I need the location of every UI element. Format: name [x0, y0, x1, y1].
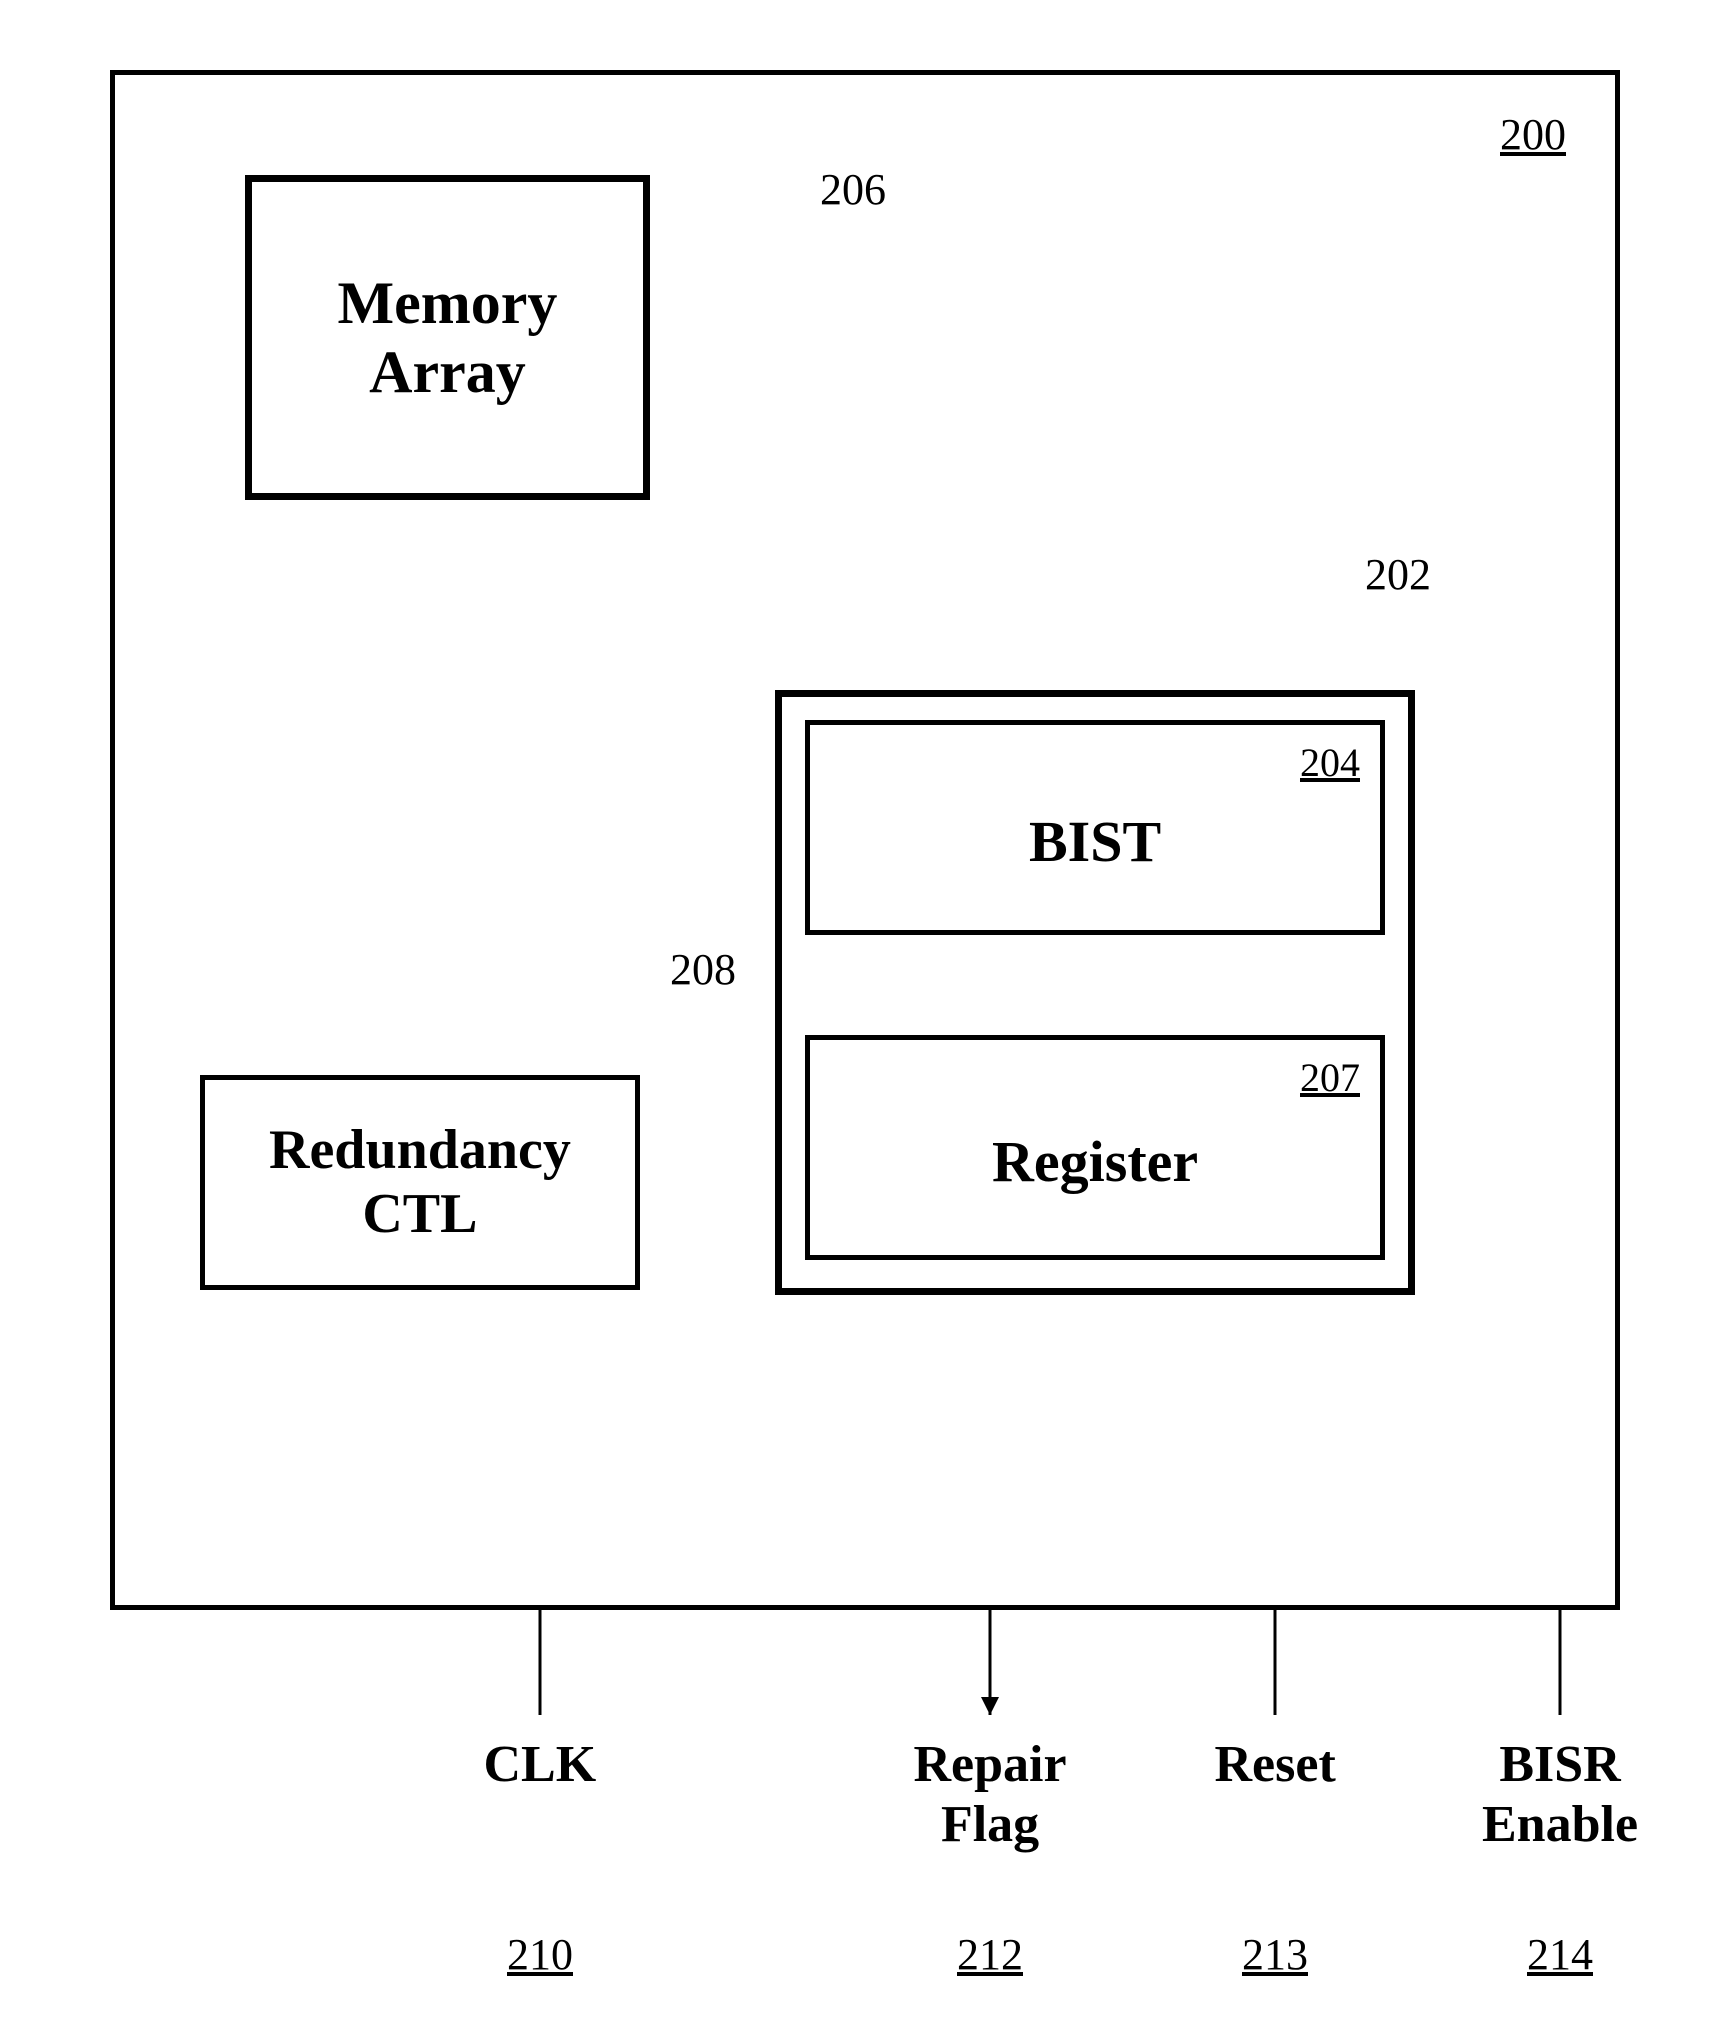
- bist-ref: 204: [1300, 740, 1360, 786]
- register-label: Register: [992, 1129, 1198, 1196]
- clk-label: CLK: [484, 1735, 597, 1795]
- bist-label: BIST: [1029, 809, 1161, 876]
- bisr-enable-label: BISR Enable: [1482, 1735, 1638, 1855]
- bisr-ref: 202: [1365, 550, 1431, 601]
- memory-array-label: Memory Array: [338, 269, 558, 407]
- clk-ref: 210: [507, 1930, 573, 1981]
- diagram-stage: Memory Array BIST 204 Register 207 Redundancy…: [0, 0, 1720, 2021]
- reset-label: Reset: [1215, 1735, 1336, 1795]
- redundancy-ctl-label: Redundancy CTL: [269, 1118, 571, 1247]
- redundancy-ref: 208: [670, 945, 736, 996]
- bisr-enable-ref: 214: [1527, 1930, 1593, 1981]
- register-ref: 207: [1300, 1055, 1360, 1101]
- memory-ref: 206: [820, 165, 886, 216]
- reset-ref: 213: [1242, 1930, 1308, 1981]
- outer-ref: 200: [1500, 110, 1566, 161]
- wire-repair-head: [981, 1697, 999, 1715]
- repair-flag-label: Repair Flag: [914, 1735, 1067, 1855]
- repair-flag-ref: 212: [957, 1930, 1023, 1981]
